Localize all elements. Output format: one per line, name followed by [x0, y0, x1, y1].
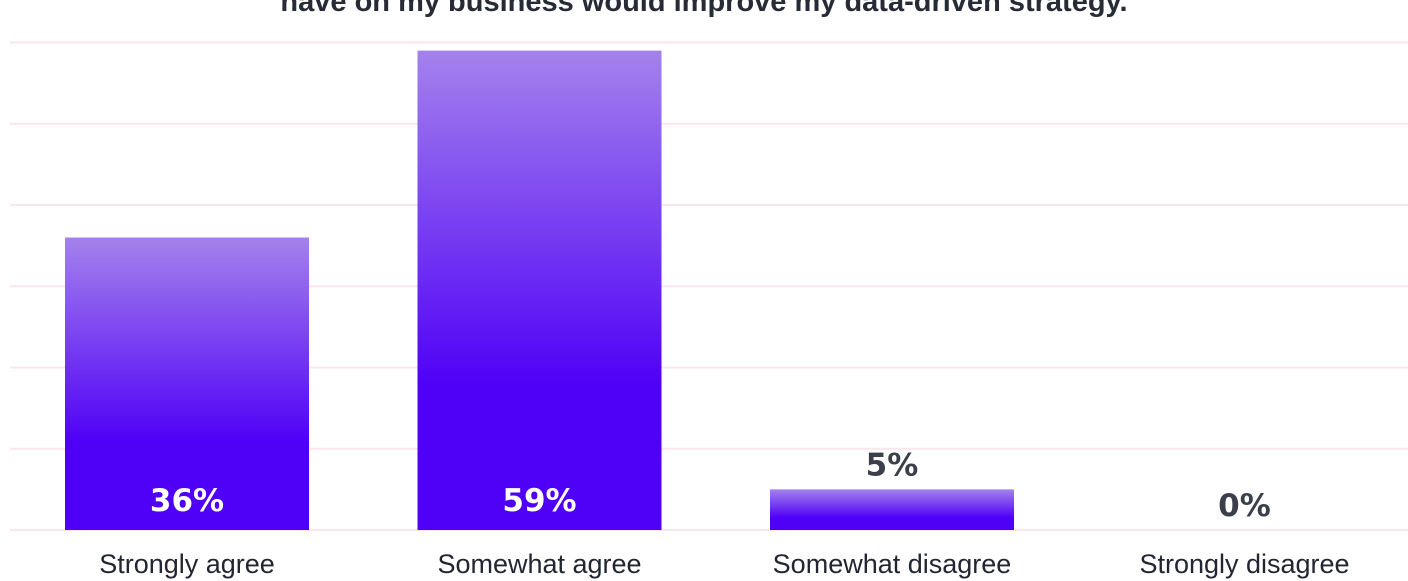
category-labels: Strongly agree Somewhat agree Somewhat dis…: [99, 549, 1349, 579]
category-label-1: Somewhat agree: [437, 549, 641, 579]
category-label-0: Strongly agree: [99, 549, 275, 579]
bar-2: [770, 489, 1014, 530]
bars: [65, 50, 1014, 530]
value-label-3: 0%: [1218, 488, 1271, 524]
value-label-1: 59%: [502, 483, 576, 519]
bar-1: [417, 50, 662, 530]
value-label-2: 5%: [866, 447, 919, 483]
bar-0: [65, 237, 309, 530]
category-label-3: Strongly disagree: [1139, 549, 1349, 579]
chart-title: have on my business would improve my dat…: [280, 0, 1128, 18]
value-label-0: 36%: [150, 483, 224, 519]
value-labels: 36% 59% 5% 0%: [150, 447, 1271, 524]
gridlines: [10, 41, 1408, 531]
category-label-2: Somewhat disagree: [773, 549, 1012, 579]
